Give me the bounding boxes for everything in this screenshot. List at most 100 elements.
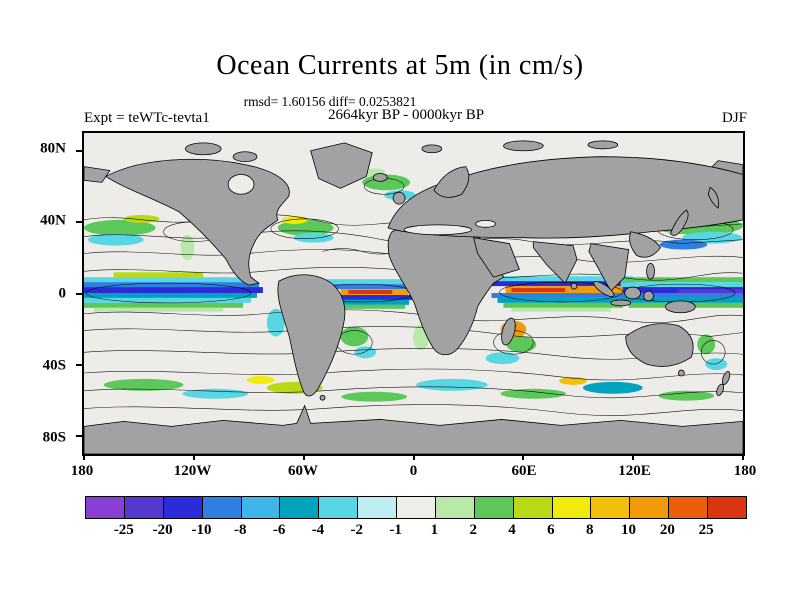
sri-lanka xyxy=(570,282,578,290)
y-tick-mark xyxy=(76,435,82,438)
colorbar-segment xyxy=(630,497,670,518)
colorbar-segment xyxy=(319,497,359,518)
y-tick-label: 40N xyxy=(40,212,66,229)
colorbar-segment xyxy=(708,497,746,518)
colorbar-tick-label: -2 xyxy=(350,522,364,538)
continents xyxy=(84,140,743,454)
x-tick-label: 120E xyxy=(618,463,651,479)
x-tick-label: 120W xyxy=(173,463,212,479)
mediterranean-sea xyxy=(403,224,473,236)
tasmania xyxy=(677,369,685,377)
colorbar-tick-label: -20 xyxy=(152,522,173,538)
rmsd-diff-stats: rmsd= 1.60156 diff= 0.0253821 xyxy=(243,94,417,109)
arctic-island xyxy=(503,140,544,152)
y-tick-mark xyxy=(76,221,82,224)
x-tick-label: 60E xyxy=(511,463,537,479)
arabia xyxy=(473,237,520,278)
y-tick-mark xyxy=(76,149,82,152)
arctic-island xyxy=(184,142,222,156)
china-coast xyxy=(629,231,661,258)
colorbar-tick-label: 10 xyxy=(621,522,637,538)
eurasia xyxy=(387,156,743,239)
colorbar-segment xyxy=(241,497,281,518)
map-plot-area xyxy=(76,131,745,460)
x-tick-label: 0 xyxy=(409,463,418,479)
x-tick-mark xyxy=(522,454,525,460)
x-tick-mark xyxy=(302,454,305,460)
madagascar xyxy=(501,317,516,346)
x-tick-mark xyxy=(83,454,85,460)
world-map xyxy=(84,133,743,454)
colorbar-tick-label: -8 xyxy=(234,522,247,538)
current-anomaly-shading xyxy=(84,168,743,402)
colorbar-segment xyxy=(202,497,242,518)
colorbar-tick-label: 2 xyxy=(469,522,477,538)
colorbar-segment xyxy=(397,497,436,518)
colorbar-segment xyxy=(163,497,203,518)
new-zealand-north xyxy=(722,370,731,385)
colorbar xyxy=(85,496,747,519)
india xyxy=(532,241,578,284)
arctic-island xyxy=(587,140,619,150)
colorbar-tick-label: 25 xyxy=(698,522,714,538)
y-tick-label: 80S xyxy=(42,429,66,446)
arctic-island xyxy=(232,151,258,163)
colorbar-tick-label: -1 xyxy=(389,522,402,538)
colorbar-tick-label: -10 xyxy=(191,522,212,538)
black-sea xyxy=(475,220,496,228)
greenland xyxy=(310,142,373,189)
x-tick-mark xyxy=(742,454,744,460)
x-tick-mark xyxy=(192,454,195,460)
colorbar-segment xyxy=(474,497,514,518)
alaska xyxy=(84,166,111,183)
x-tick-label: 180 xyxy=(70,463,94,479)
colorbar-segment xyxy=(669,497,708,518)
colorbar-tick-label: 4 xyxy=(508,522,516,538)
borneo xyxy=(624,286,642,300)
colorbar-tick-label: -4 xyxy=(311,522,325,538)
x-tick-mark xyxy=(632,454,635,460)
y-axis: 80N 40N 0 40S 80S xyxy=(0,131,74,456)
colorbar-tick-label: -6 xyxy=(272,522,286,538)
x-tick-mark xyxy=(412,454,415,460)
british-isles xyxy=(392,191,406,205)
colorbar-tick-label: 20 xyxy=(659,522,675,538)
experiment-label: Expt = teWTc-tevta1 xyxy=(84,110,210,126)
x-tick-label: 180 xyxy=(733,463,757,479)
iceland xyxy=(372,173,388,182)
colorbar-segment xyxy=(86,497,125,518)
colorbar-segment xyxy=(358,497,397,518)
australia xyxy=(625,323,694,367)
y-tick-mark xyxy=(76,363,82,366)
japan xyxy=(669,209,689,236)
y-tick-mark xyxy=(76,292,82,295)
sumatra xyxy=(593,281,615,297)
x-axis: 180 120W 60W 0 60E 120E 180 xyxy=(71,463,757,483)
y-tick-label: 80N xyxy=(40,140,66,157)
colorbar-segment xyxy=(591,497,631,518)
colorbar-segment xyxy=(552,497,592,518)
philippines xyxy=(646,262,655,280)
new-zealand-south xyxy=(716,383,725,396)
colorbar-segment xyxy=(124,497,164,518)
figure-title: Ocean Currents at 5m (in cm/s) xyxy=(216,50,584,81)
colorbar-tick-label: -25 xyxy=(113,522,134,538)
south-america xyxy=(277,274,346,397)
season-label: DJF xyxy=(721,110,747,126)
java xyxy=(610,299,632,307)
antarctica xyxy=(84,404,743,454)
colorbar-tick-labels: -25 -20 -10 -8 -6 -4 -2 -1 1 2 4 6 8 10 20 25 xyxy=(85,522,745,542)
colorbar-tick-label: 6 xyxy=(547,522,555,538)
sulawesi xyxy=(643,290,654,302)
colorbar-tick-label: 1 xyxy=(430,522,439,538)
colorbar-segment xyxy=(280,497,320,518)
scandinavia xyxy=(433,166,470,198)
y-tick-label: 40S xyxy=(42,357,66,374)
new-guinea xyxy=(665,300,696,314)
x-tick-label: 60W xyxy=(288,463,318,479)
colorbar-segment xyxy=(435,497,475,518)
y-tick-label: 0 xyxy=(58,285,67,301)
comparison-period: 2664kyr BP - 0000kyr BP xyxy=(327,107,485,123)
svalbard xyxy=(421,144,443,154)
colorbar-tick-label: 8 xyxy=(585,522,594,538)
